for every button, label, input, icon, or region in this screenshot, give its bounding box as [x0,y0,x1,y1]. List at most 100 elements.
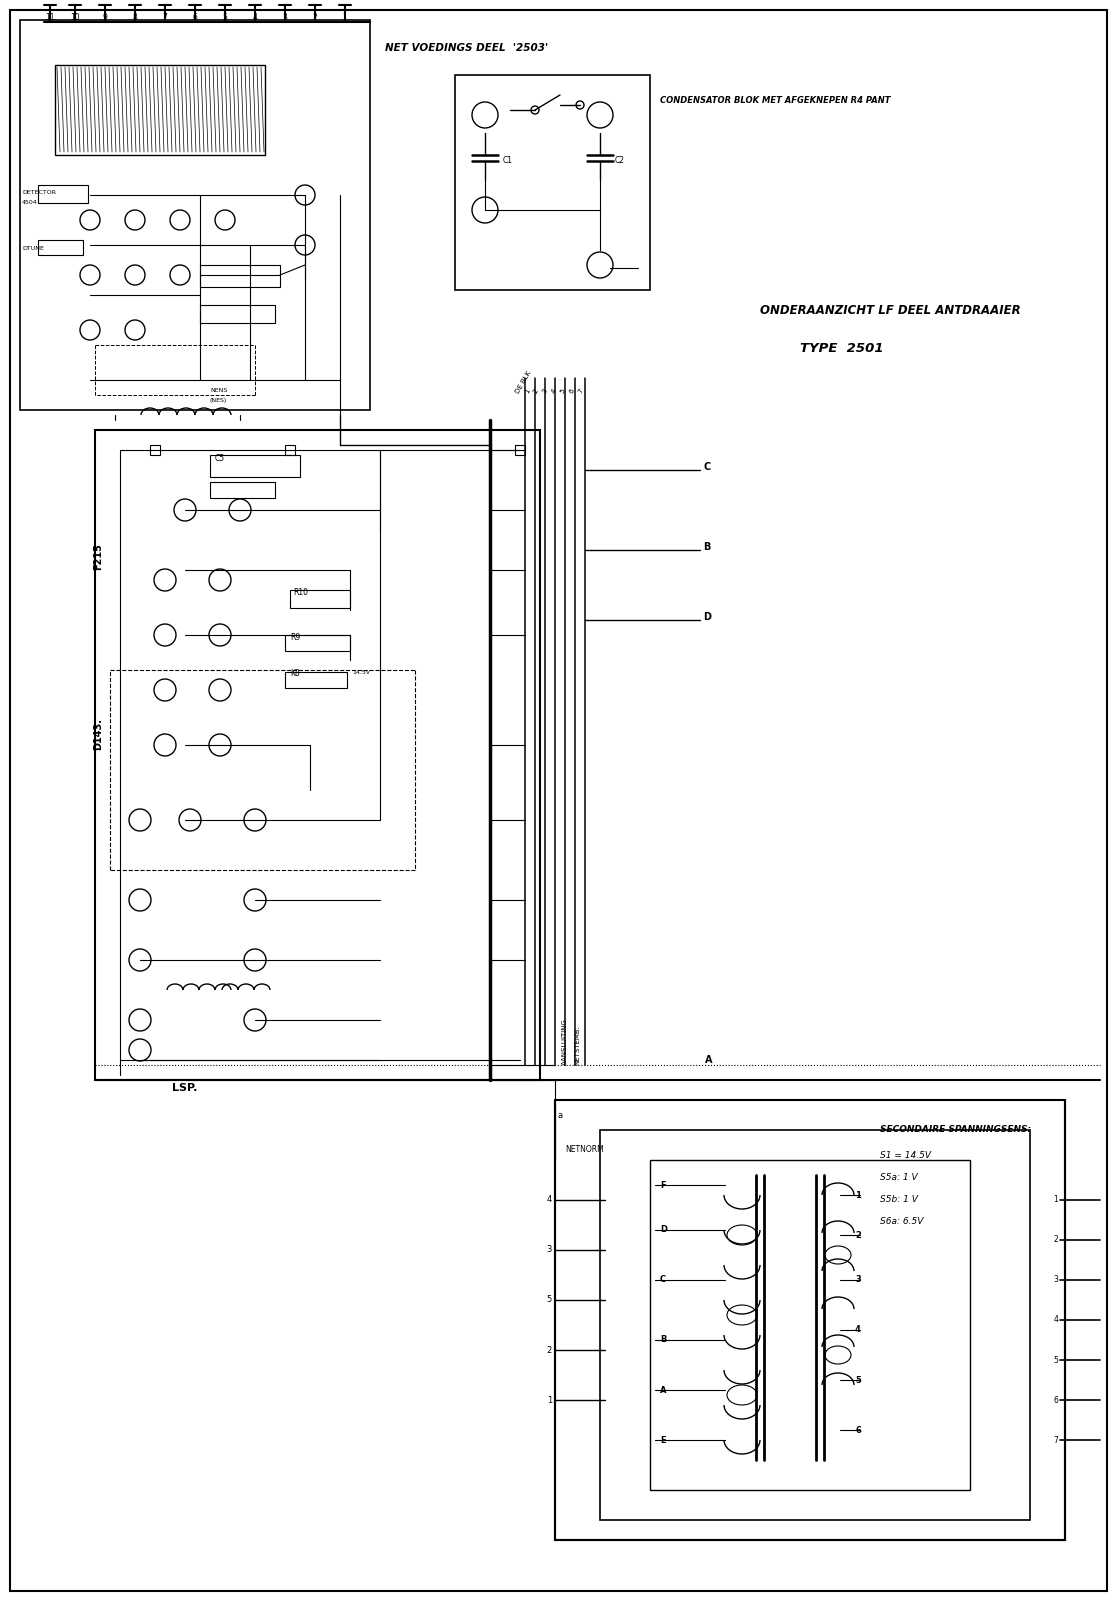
Text: DTUNE: DTUNE [22,245,44,250]
Text: 3: 3 [283,13,287,21]
Text: 4: 4 [546,1196,552,1204]
Circle shape [128,1009,151,1031]
Circle shape [244,949,266,970]
Text: E: E [660,1436,666,1444]
Bar [20,19,370,410]
Text: C1: C1 [503,155,513,165]
Bar [210,455,300,477]
Text: SECONDAIRE SPANNINGSENS:: SECONDAIRE SPANNINGSENS: [880,1126,1031,1135]
Text: 5: 5 [222,13,228,21]
Circle shape [125,266,145,285]
Text: DETECTOR: DETECTOR [22,189,56,194]
Text: NETSTEMB.: NETSTEMB. [574,1025,580,1065]
Circle shape [128,889,151,911]
Circle shape [244,809,266,831]
Text: 3: 3 [542,387,548,394]
Text: 6: 6 [569,387,576,394]
Text: D: D [660,1225,667,1234]
Circle shape [80,320,101,339]
Text: 2: 2 [855,1231,861,1239]
Text: 7: 7 [1053,1436,1058,1444]
Circle shape [170,266,190,285]
Text: 4: 4 [1053,1316,1058,1324]
Text: 4: 4 [252,13,257,21]
Bar [600,1130,1030,1519]
Text: 5: 5 [1053,1356,1058,1364]
Text: F215: F215 [93,543,103,570]
Text: LSP.: LSP. [172,1082,198,1093]
Circle shape [154,568,176,591]
Text: D: D [703,612,712,623]
Bar [515,445,525,455]
Bar [38,240,83,255]
Circle shape [174,500,195,520]
Text: 1: 1 [1053,1196,1058,1204]
Text: K8: K8 [290,669,299,677]
Circle shape [244,1009,266,1031]
Text: 7: 7 [163,13,168,21]
Bar [285,672,347,688]
Text: 5: 5 [560,387,566,394]
Bar [555,1100,1065,1540]
Text: NENS: NENS [210,387,227,392]
Bar [95,431,540,1081]
Text: 6: 6 [855,1425,861,1434]
Text: CONDENSATOR BLOK MET AFGEKNEPEN R4 PANT: CONDENSATOR BLOK MET AFGEKNEPEN R4 PANT [660,96,890,104]
Text: 6: 6 [192,13,198,21]
Text: 14.5V: 14.5V [352,669,370,674]
Text: 1: 1 [546,1396,552,1404]
Circle shape [588,102,613,128]
Bar [210,482,275,498]
Text: 3: 3 [1053,1276,1058,1284]
Bar [285,636,350,652]
Bar [55,66,265,155]
Text: C5: C5 [214,453,226,463]
Circle shape [128,1039,151,1061]
Text: (NES): (NES) [210,397,227,402]
Text: 3: 3 [546,1246,552,1255]
Text: 4: 4 [551,387,557,394]
Text: S5a: 1 V: S5a: 1 V [880,1174,918,1183]
Circle shape [209,624,231,645]
Text: A: A [660,1385,667,1394]
Text: 7: 7 [577,387,585,394]
Text: B: B [660,1335,667,1345]
Circle shape [154,624,176,645]
Text: S6a: 6.5V: S6a: 6.5V [880,1217,924,1226]
Text: F: F [660,1180,666,1190]
Circle shape [472,102,498,128]
Text: 2: 2 [546,1345,552,1354]
Text: 2: 2 [1053,1236,1058,1244]
Text: 1: 1 [855,1191,861,1199]
Circle shape [209,733,231,756]
Text: B: B [703,543,710,552]
Text: 4504: 4504 [22,200,38,205]
Text: 3: 3 [855,1276,861,1284]
Text: TYPE  2501: TYPE 2501 [800,341,884,354]
Bar [290,591,350,608]
Circle shape [244,889,266,911]
Text: 2: 2 [313,13,317,21]
Circle shape [209,568,231,591]
Circle shape [179,809,201,831]
Text: 1: 1 [343,13,347,21]
Text: C: C [703,463,710,472]
Circle shape [295,186,315,205]
Text: C: C [660,1276,666,1284]
Bar [200,306,275,323]
Text: 9: 9 [103,13,107,21]
Bar [455,75,650,290]
Text: R9: R9 [290,632,300,642]
Text: R10: R10 [293,588,308,597]
Text: 10: 10 [70,13,79,21]
Circle shape [80,210,101,231]
Bar [200,266,280,287]
Text: a: a [557,1111,562,1119]
Circle shape [576,101,584,109]
Text: C2: C2 [615,155,626,165]
Bar [285,445,295,455]
Text: NET VOEDINGS DEEL  '2503': NET VOEDINGS DEEL '2503' [385,43,548,53]
Text: AANSLUITING: AANSLUITING [562,1018,569,1065]
Bar [650,1161,970,1491]
Circle shape [154,679,176,701]
